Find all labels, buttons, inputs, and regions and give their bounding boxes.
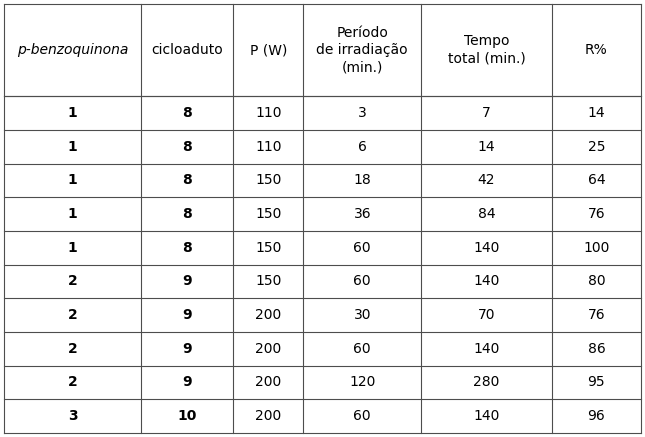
Text: 140: 140 (473, 342, 500, 356)
Text: cicloaduto: cicloaduto (152, 43, 223, 57)
Text: 1: 1 (68, 140, 77, 154)
Text: 25: 25 (588, 140, 605, 154)
Text: Tempo
total (min.): Tempo total (min.) (448, 35, 526, 66)
Text: 150: 150 (255, 241, 281, 255)
Text: 1: 1 (68, 207, 77, 221)
Text: 2: 2 (68, 375, 77, 389)
Text: 10: 10 (177, 409, 197, 423)
Text: 3: 3 (68, 409, 77, 423)
Text: 140: 140 (473, 241, 500, 255)
Text: 18: 18 (353, 173, 371, 187)
Text: 60: 60 (353, 241, 371, 255)
Text: Período
de irradiação
(min.): Período de irradiação (min.) (317, 26, 408, 74)
Text: 200: 200 (255, 375, 281, 389)
Text: 6: 6 (358, 140, 367, 154)
Text: 200: 200 (255, 342, 281, 356)
Text: 9: 9 (183, 308, 192, 322)
Text: 120: 120 (349, 375, 375, 389)
Text: 14: 14 (478, 140, 495, 154)
Text: 42: 42 (478, 173, 495, 187)
Text: 3: 3 (358, 106, 367, 120)
Text: 1: 1 (68, 173, 77, 187)
Text: 8: 8 (183, 241, 192, 255)
Text: 76: 76 (588, 308, 605, 322)
Text: 7: 7 (482, 106, 491, 120)
Text: 9: 9 (183, 342, 192, 356)
Text: 76: 76 (588, 207, 605, 221)
Text: 36: 36 (353, 207, 371, 221)
Text: 70: 70 (478, 308, 495, 322)
Text: 150: 150 (255, 274, 281, 288)
Text: 86: 86 (588, 342, 605, 356)
Text: R%: R% (585, 43, 608, 57)
Text: 95: 95 (588, 375, 605, 389)
Text: 280: 280 (473, 375, 500, 389)
Text: 30: 30 (353, 308, 371, 322)
Text: 140: 140 (473, 274, 500, 288)
Text: 9: 9 (183, 375, 192, 389)
Text: 60: 60 (353, 342, 371, 356)
Text: 1: 1 (68, 241, 77, 255)
Text: 8: 8 (183, 207, 192, 221)
Text: 200: 200 (255, 409, 281, 423)
Text: 8: 8 (183, 106, 192, 120)
Text: 96: 96 (588, 409, 605, 423)
Text: 110: 110 (255, 140, 282, 154)
Text: 150: 150 (255, 173, 281, 187)
Text: 8: 8 (183, 140, 192, 154)
Text: 2: 2 (68, 308, 77, 322)
Text: 2: 2 (68, 274, 77, 288)
Text: 100: 100 (583, 241, 610, 255)
Text: 8: 8 (183, 173, 192, 187)
Text: 14: 14 (588, 106, 605, 120)
Text: 60: 60 (353, 274, 371, 288)
Text: 200: 200 (255, 308, 281, 322)
Text: 2: 2 (68, 342, 77, 356)
Text: 140: 140 (473, 409, 500, 423)
Text: 80: 80 (588, 274, 605, 288)
Text: 64: 64 (588, 173, 605, 187)
Text: P (W): P (W) (250, 43, 287, 57)
Text: p-benzoquinona: p-benzoquinona (17, 43, 128, 57)
Text: 150: 150 (255, 207, 281, 221)
Text: 9: 9 (183, 274, 192, 288)
Text: 1: 1 (68, 106, 77, 120)
Text: 110: 110 (255, 106, 282, 120)
Text: 60: 60 (353, 409, 371, 423)
Text: 84: 84 (478, 207, 495, 221)
